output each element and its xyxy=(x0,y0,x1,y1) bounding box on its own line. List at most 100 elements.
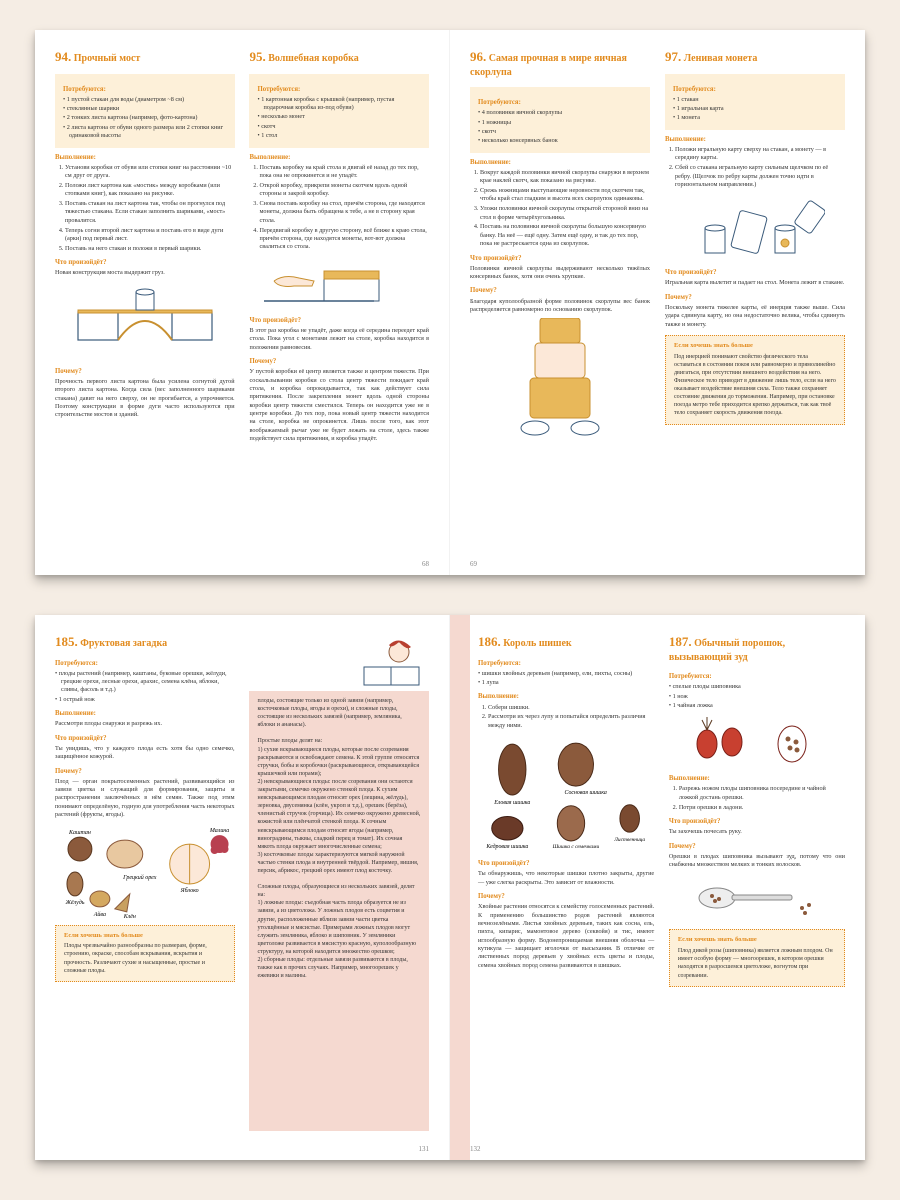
exp186-materials: шишки хвойных деревьев (например, ели, п… xyxy=(478,670,654,688)
cone-label: Еловая шишка xyxy=(493,800,530,806)
what-label: Что произойдёт? xyxy=(665,268,845,277)
cones-illustration: Еловая шишка Сосновая шишка Кедровая шиш… xyxy=(478,734,654,854)
material-item: 2 тонких листа картона (например, фото-к… xyxy=(63,114,227,122)
fruit-label: Айва xyxy=(93,910,106,917)
material-item: 1 игральная карта xyxy=(673,105,837,113)
material-item: скотч xyxy=(478,128,642,136)
why-label: Почему? xyxy=(669,842,845,851)
page-number: 69 xyxy=(470,560,477,569)
do-label: Выполнение: xyxy=(470,158,650,167)
info-text: Под инерцией понимают свойство физическо… xyxy=(674,354,836,417)
exp97-why: Поскольку монета тяжелее карты, её инерц… xyxy=(665,304,845,329)
fruit-label: Жёлудь xyxy=(64,898,84,905)
material-item: 1 острый нож xyxy=(55,696,235,704)
cone-label: Лиственница xyxy=(613,837,645,843)
exp94-steps: Установи коробки от обуви или стопки кни… xyxy=(55,164,235,254)
material-item: 1 ножницы xyxy=(478,119,642,127)
step: Разрежь ножом плоды шиповника посередине… xyxy=(679,785,845,802)
material-item: 1 лупа xyxy=(478,679,654,687)
step: Рассмотри их через лупу и попытайся опре… xyxy=(488,713,654,730)
material-item: 1 стол xyxy=(257,132,421,140)
spoon-seeds-illustration xyxy=(669,873,845,923)
exp94-materials: 1 пустой стакан для воды (диаметром ~8 с… xyxy=(63,96,227,141)
materials-label: Потребуются: xyxy=(55,659,235,668)
step: Положи лист картона как «мостик» между к… xyxy=(65,182,235,199)
step: Установи коробки от обуви или стопки кни… xyxy=(65,164,235,181)
step: Поставь на него стакан и положи в первый… xyxy=(65,245,235,253)
rosehip-illustration xyxy=(669,714,845,769)
exp186-why: Хвойные растения относятся к семейству г… xyxy=(478,903,654,970)
cone-label: Сосновая шишка xyxy=(565,790,607,796)
exp97-info-box: Если хочешь знать больше Под инерцией по… xyxy=(665,335,845,425)
do-label: Выполнение: xyxy=(665,135,845,144)
step: Уложи половинки яичной скорлупы открытой… xyxy=(480,205,650,222)
step: Теперь согни второй лист картона и поста… xyxy=(65,227,235,244)
why-label: Почему? xyxy=(478,892,654,901)
materials-label: Потребуются: xyxy=(63,85,227,94)
why-label: Почему? xyxy=(249,357,429,366)
exp97-steps: Положи игральную карту сверху на стакан,… xyxy=(665,146,845,189)
material-item: скотч xyxy=(257,123,421,131)
exp95-title: 95. Волшебная коробка xyxy=(249,48,429,66)
exp94-title: 94. Прочный мост xyxy=(55,48,235,66)
step: Положи игральную карту сверху на стакан,… xyxy=(675,146,845,163)
fruit-label: Грецкий орех xyxy=(122,874,157,881)
page-number: 68 xyxy=(422,560,429,569)
material-item: 1 пустой стакан для воды (диаметром ~8 с… xyxy=(63,96,227,104)
step: Потри орешки в ладони. xyxy=(679,804,845,812)
exp94-why: Прочность первого листа картона была уси… xyxy=(55,378,235,420)
materials-label: Потребуются: xyxy=(673,85,837,94)
exp97-materials-box: Потребуются: 1 стакан 1 игральная карта … xyxy=(665,74,845,130)
why-label: Почему? xyxy=(665,293,845,302)
what-label: Что произойдёт? xyxy=(669,817,845,826)
exp97-title: 97. Ленивая монета xyxy=(665,48,845,66)
material-item: 2 листа картона от обуви одного размера … xyxy=(63,124,227,141)
do-label: Выполнение: xyxy=(55,709,235,718)
book-spread-2: 185. Фруктовая загадка Потребуются: плод… xyxy=(35,615,865,1160)
fruit-label: Клён xyxy=(123,913,136,918)
exp96-why: Благодаря куполообразной форме половинок… xyxy=(470,298,650,315)
material-item: 1 нож xyxy=(669,693,845,701)
materials-label: Потребуются: xyxy=(478,98,642,107)
step: Сбей со стакана игральную карту сильным … xyxy=(675,164,845,189)
material-item: 1 чайная ложка xyxy=(669,702,845,710)
exp96-what: Половинки яичной скорлупы выдерживают не… xyxy=(470,265,650,282)
fruit-label: Малина xyxy=(209,828,229,834)
step: Собери шишки. xyxy=(488,704,654,712)
step: Передвигай коробку в другую сторону, всё… xyxy=(259,227,429,252)
step: Поставь коробку на край стола и двигай е… xyxy=(259,164,429,181)
material-item: плоды растений (например, каштаны, буков… xyxy=(55,670,235,695)
why-label: Почему? xyxy=(55,767,235,776)
material-item: несколько монет xyxy=(257,113,421,121)
experiment-186: 186. Король шишек Потребуются: шишки хво… xyxy=(478,633,654,987)
page-69: 96. Самая прочная в мире яичная скорлупа… xyxy=(450,30,865,575)
exp97-what: Игральная карта вылетит и падает на стол… xyxy=(665,279,845,287)
cone-label: Кедровая шишка xyxy=(485,843,528,850)
why-label: Почему? xyxy=(55,367,235,376)
material-item: 1 монета xyxy=(673,114,837,122)
why-label: Почему? xyxy=(470,286,650,295)
material-item: 4 половинки яичной скорлупы xyxy=(478,109,642,117)
exp95-why: У пустой коробки её центр является также… xyxy=(249,368,429,443)
material-item: стеклянные шарики xyxy=(63,105,227,113)
exp185-title: 185. Фруктовая загадка xyxy=(55,633,235,651)
cans-on-eggs-illustration xyxy=(470,318,650,438)
page-68: 94. Прочный мост Потребуются: 1 пустой с… xyxy=(35,30,450,575)
experiment-94: 94. Прочный мост Потребуются: 1 пустой с… xyxy=(55,48,235,446)
what-label: Что произойдёт? xyxy=(470,254,650,263)
exp185-do: Рассмотри плоды снаружи и разрежь их. xyxy=(55,720,235,728)
exp185-materials: плоды растений (например, каштаны, буков… xyxy=(55,670,235,704)
step: Поставь стакан на лист картона так, чтоб… xyxy=(65,200,235,225)
what-label: Что произойдёт? xyxy=(55,258,235,267)
exp95-what: В этот раз коробка не упадёт, даже когда… xyxy=(249,327,429,352)
exp185-continuation: плоды, состоящие только из одной завязи … xyxy=(249,633,429,1131)
materials-label: Потребуются: xyxy=(478,659,654,668)
exp94-what: Новая конструкция моста выдержит груз. xyxy=(55,269,235,277)
info-text: Плод дикой розы (шиповника) является лож… xyxy=(678,948,833,978)
bridge-illustration xyxy=(55,282,235,362)
exp185-pink-column: плоды, состоящие только из одной завязи … xyxy=(249,691,429,1131)
info-title: Если хочешь знать больше xyxy=(678,936,836,945)
experiment-185: 185. Фруктовая загадка Потребуются: плод… xyxy=(55,633,235,1131)
book-spread-1: 94. Прочный мост Потребуются: 1 пустой с… xyxy=(35,30,865,575)
exp96-steps: Вокруг каждой половинки яичной скорлупы … xyxy=(470,169,650,249)
